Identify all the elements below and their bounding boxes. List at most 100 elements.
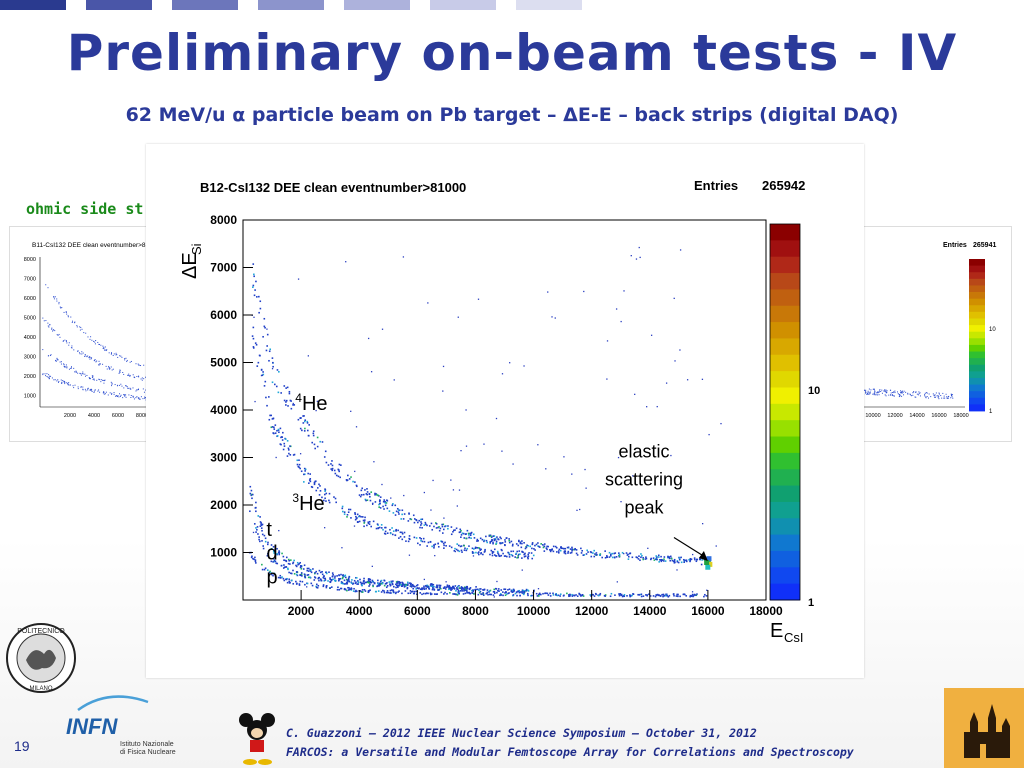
- scatter-point: [417, 521, 419, 524]
- scatter-point: [637, 593, 639, 596]
- left-scatter-point: [64, 381, 66, 383]
- scatter-point: [386, 590, 389, 592]
- scatter-point: [280, 564, 283, 567]
- left-scatter-point: [56, 380, 58, 382]
- left-scatter-point: [79, 326, 81, 328]
- scatter-point: [425, 523, 427, 526]
- scatter-point: [538, 546, 541, 548]
- scatter-point: [347, 589, 350, 591]
- left-scatter-point: [105, 349, 107, 351]
- right-palette-swatch: [969, 351, 985, 359]
- left-scatter-point: [80, 374, 82, 376]
- scatter-point: [437, 526, 439, 529]
- scatter-point: [663, 558, 665, 560]
- scatter-point: [289, 399, 292, 402]
- scatter-point: [260, 522, 262, 524]
- right-scatter-point: [899, 394, 901, 396]
- scatter-point: [508, 556, 511, 558]
- scatter-point: [504, 594, 507, 597]
- scatter-point: [594, 592, 597, 595]
- scatter-point: [496, 580, 498, 583]
- scatter-point: [490, 540, 493, 543]
- scatter-point: [439, 584, 442, 587]
- scatter-point: [518, 591, 521, 594]
- scatter-point: [258, 536, 260, 538]
- scatter-point: [338, 470, 341, 473]
- left-plot-scatter: [42, 284, 151, 401]
- left-scatter-point: [98, 389, 100, 391]
- left-scatter-point: [68, 342, 70, 344]
- scatter-point: [384, 530, 387, 533]
- scatter-point: [517, 553, 520, 556]
- scatter-point: [715, 545, 717, 547]
- scatter-point: [496, 591, 498, 594]
- scatter-point: [345, 582, 348, 585]
- scatter-point: [289, 454, 292, 456]
- scatter-point: [255, 562, 257, 564]
- scatter-point: [491, 539, 493, 541]
- scatter-point: [386, 532, 389, 535]
- scatter-point: [427, 302, 429, 304]
- scatter-point: [698, 558, 701, 560]
- right-scatter-point: [905, 391, 907, 393]
- scatter-point: [354, 582, 357, 585]
- scatter-point: [383, 499, 386, 501]
- scatter-point: [371, 502, 374, 505]
- scatter-point: [511, 591, 514, 594]
- scatter-point: [338, 463, 341, 466]
- left-scatter-point: [109, 368, 111, 370]
- scatter-point: [329, 577, 331, 579]
- scatter-point: [367, 579, 370, 581]
- scatter-point: [477, 298, 480, 300]
- right-scatter-point: [912, 392, 914, 394]
- scatter-point: [537, 545, 539, 547]
- scatter-point: [258, 295, 260, 298]
- scatter-point: [431, 588, 434, 591]
- left-scatter-point: [82, 371, 84, 373]
- scatter-points: [248, 246, 722, 598]
- scatter-point: [401, 531, 403, 534]
- scatter-point: [412, 514, 415, 517]
- scatter-point: [507, 589, 509, 591]
- scatter-point: [299, 453, 302, 455]
- palette-swatch: [770, 420, 800, 438]
- right-scatter-point: [926, 396, 928, 398]
- right-palette-swatch: [969, 384, 985, 392]
- scatter-point: [502, 594, 504, 597]
- left-scatter-point: [86, 374, 88, 376]
- mickey-illustration: [238, 712, 278, 766]
- scatter-point: [485, 592, 488, 595]
- scatter-point: [264, 537, 267, 540]
- scatter-point: [527, 553, 530, 556]
- scatter-point: [359, 578, 361, 581]
- scatter-point: [272, 574, 274, 577]
- palette-swatch: [770, 501, 800, 519]
- scatter-point: [350, 517, 352, 519]
- scatter-point: [409, 585, 412, 587]
- left-scatter-point: [73, 367, 75, 369]
- scatter-point: [390, 589, 393, 591]
- scatter-point: [257, 515, 260, 517]
- scatter-point: [493, 538, 496, 540]
- scatter-point: [656, 593, 659, 596]
- scatter-point: [441, 532, 444, 534]
- scatter-point: [285, 387, 287, 389]
- scatter-point: [399, 535, 402, 538]
- right-scatter-point: [938, 395, 940, 397]
- scatter-point: [292, 454, 295, 456]
- scatter-point: [421, 587, 423, 589]
- scatter-point: [655, 557, 658, 560]
- scatter-point: [309, 480, 312, 483]
- scatter-point: [273, 552, 275, 554]
- scatter-point: [690, 558, 693, 561]
- scatter-point: [297, 465, 300, 468]
- right-palette-swatch: [969, 285, 985, 293]
- right-scatter-point: [897, 393, 899, 395]
- left-scatter-point: [120, 383, 122, 385]
- scatter-point: [311, 441, 314, 444]
- scatter-point: [379, 582, 381, 585]
- left-scatter-point: [145, 376, 147, 378]
- scatter-point: [301, 580, 304, 583]
- scatter-point: [277, 428, 280, 431]
- left-scatter-point: [46, 376, 48, 378]
